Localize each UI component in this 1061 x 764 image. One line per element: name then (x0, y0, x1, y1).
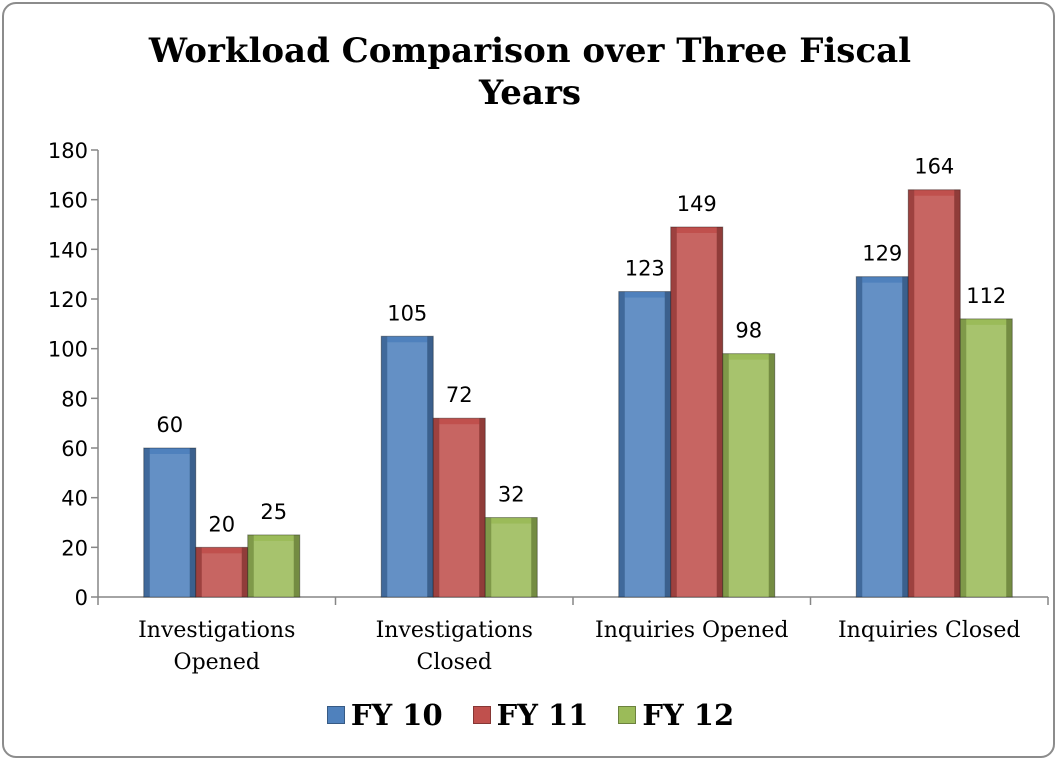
y-tick-label: 60 (61, 437, 88, 461)
data-label: 105 (387, 301, 427, 325)
y-tick-label: 80 (61, 387, 88, 411)
legend-item: FY 11 (472, 698, 589, 732)
data-label: 123 (625, 257, 665, 281)
data-label: 112 (966, 284, 1006, 308)
data-label: 20 (208, 512, 235, 536)
data-label: 32 (498, 483, 525, 507)
bar (959, 318, 1013, 598)
bar (432, 417, 486, 598)
data-label: 60 (156, 413, 183, 437)
bar (670, 226, 724, 598)
y-tick-label: 160 (48, 189, 88, 213)
x-tick-label: Inquiries Opened (595, 618, 789, 643)
legend: FY 10 FY 11 FY 12 (0, 698, 1061, 732)
data-label: 164 (914, 155, 954, 179)
legend-swatch (618, 706, 637, 724)
bar (484, 517, 538, 598)
y-tick-label: 120 (48, 288, 88, 312)
y-tick-label: 40 (61, 487, 88, 511)
legend-swatch (326, 706, 345, 724)
y-tick-label: 140 (48, 238, 88, 262)
bar (722, 353, 776, 598)
x-tick-label: Investigations Closed (375, 618, 533, 675)
data-label: 72 (446, 383, 473, 407)
chart-title: Workload Comparison over Three Fiscal Ye… (148, 31, 912, 113)
y-tick-label: 180 (48, 139, 88, 163)
legend-label: FY 12 (642, 698, 735, 732)
legend-swatch (472, 706, 491, 724)
y-tick-label: 0 (75, 586, 88, 610)
legend-item: FY 12 (618, 698, 734, 732)
data-label: 98 (735, 319, 762, 343)
y-tick-label: 100 (48, 338, 88, 362)
data-label: 149 (677, 192, 717, 216)
x-tick-label: Inquiries Closed (837, 618, 1021, 643)
bar (907, 189, 961, 598)
bar (195, 546, 249, 598)
data-label: 25 (260, 500, 287, 524)
bar (143, 447, 197, 598)
bar (855, 276, 909, 598)
legend-label: FY 11 (496, 698, 589, 732)
bar (618, 291, 672, 598)
data-label: 129 (862, 242, 902, 266)
y-tick-label: 20 (61, 536, 88, 560)
legend-item: FY 10 (326, 698, 443, 732)
bar (247, 534, 301, 598)
x-tick-label: Investigations Opened (138, 618, 296, 675)
legend-label: FY 10 (350, 698, 443, 732)
